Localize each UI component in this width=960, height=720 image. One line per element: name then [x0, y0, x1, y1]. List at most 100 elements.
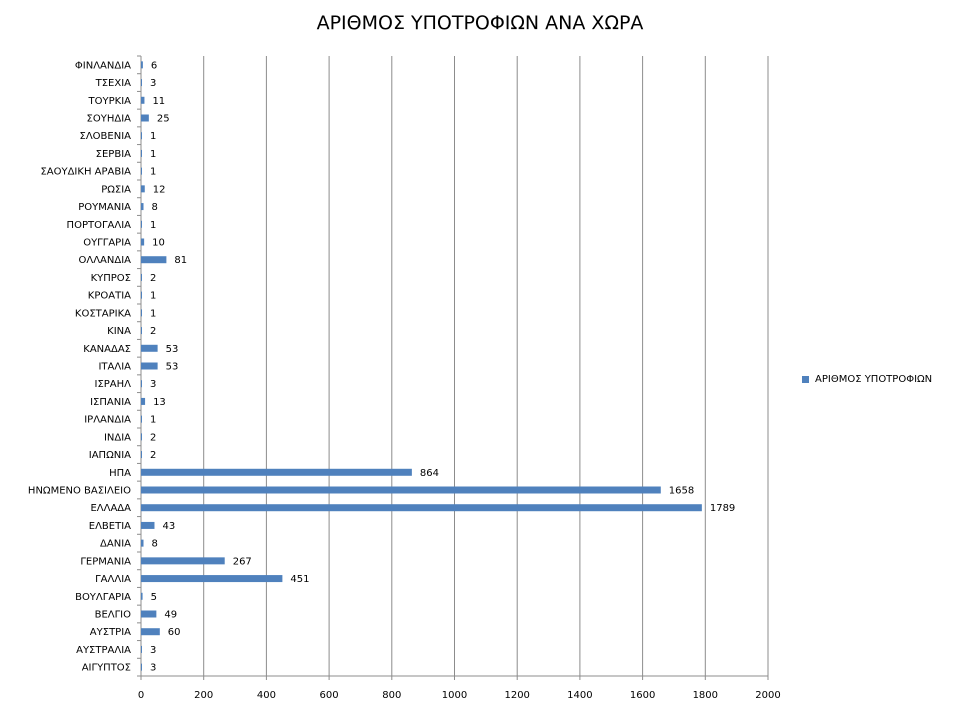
- x-tick-label: 600: [320, 690, 339, 701]
- data-label: 3: [150, 78, 156, 89]
- data-label: 3: [150, 663, 156, 674]
- bar: [141, 504, 702, 512]
- category-label: ΓΑΛΛΙΑ: [95, 574, 131, 585]
- category-label: ΟΛΛΑΝΔΙΑ: [78, 255, 131, 266]
- bar: [141, 628, 160, 636]
- bar: [141, 380, 142, 388]
- category-label: ΠΟΡΤΟΓΑΛΙΑ: [67, 220, 132, 231]
- data-label: 3: [150, 379, 156, 390]
- data-label: 1: [150, 415, 156, 426]
- data-label: 3: [150, 645, 156, 656]
- bar: [141, 468, 412, 476]
- category-label: ΚΥΠΡΟΣ: [91, 273, 131, 284]
- category-label: ΙΣΠΑΝΙΑ: [90, 397, 131, 408]
- data-label: 2: [150, 326, 156, 337]
- category-label: ΙΝΔΙΑ: [104, 432, 131, 443]
- bar: [141, 610, 157, 618]
- data-label: 25: [157, 114, 170, 125]
- bar: [141, 344, 158, 352]
- data-label: 8: [152, 539, 158, 550]
- data-label: 6: [151, 60, 157, 71]
- category-label: ΙΑΠΩΝΙΑ: [89, 450, 131, 461]
- x-tick-label: 1800: [693, 690, 718, 701]
- category-label: ΚΟΣΤΑΡΙΚΑ: [75, 308, 131, 319]
- data-label: 5: [151, 592, 157, 603]
- bar: [141, 362, 158, 370]
- bar: [141, 79, 142, 87]
- x-tick-label: 1200: [504, 690, 529, 701]
- category-label: ΣΟΥΗΔΙΑ: [87, 114, 132, 125]
- bar: [141, 167, 142, 175]
- legend-swatch: [802, 376, 809, 383]
- data-label: 1: [150, 131, 156, 142]
- category-label: ΦΙΝΛΑΝΔΙΑ: [75, 60, 131, 71]
- data-label: 53: [166, 344, 179, 355]
- bar: [141, 256, 167, 264]
- category-label: ΔΑΝΙΑ: [100, 539, 131, 550]
- data-label: 2: [150, 450, 156, 461]
- bar: [141, 592, 143, 600]
- data-label: 1: [150, 167, 156, 178]
- bar: [141, 203, 144, 211]
- x-tick-label: 2000: [755, 690, 780, 701]
- data-label: 1658: [669, 486, 694, 497]
- category-label: ΑΥΣΤΡΙΑ: [90, 627, 131, 638]
- category-label: ΣΑΟΥΔΙΚΗ ΑΡΑΒΙΑ: [40, 167, 131, 178]
- category-label: ΙΡΛΑΝΔΙΑ: [84, 415, 131, 426]
- legend: ΑΡΙΘΜΟΣ ΥΠΟΤΡΟΦΙΩΝ: [802, 374, 932, 385]
- bar: [141, 451, 142, 459]
- data-label: 10: [152, 238, 165, 249]
- bar: [141, 238, 145, 246]
- category-label: ΡΟΥΜΑΝΙΑ: [78, 202, 131, 213]
- x-tick-label: 200: [194, 690, 213, 701]
- gridlines: [203, 56, 769, 676]
- bar: [141, 220, 142, 228]
- bar: [141, 114, 149, 122]
- data-label: 1: [150, 308, 156, 319]
- x-tick-label: 400: [257, 690, 276, 701]
- category-label: ΑΥΣΤΡΑΛΙΑ: [76, 645, 131, 656]
- data-label: 8: [152, 202, 158, 213]
- category-label: ΙΣΡΑΗΛ: [95, 379, 132, 390]
- data-label: 1789: [710, 503, 735, 514]
- data-label: 53: [166, 362, 179, 373]
- x-tick-label: 1400: [567, 690, 592, 701]
- data-label: 81: [174, 255, 187, 266]
- bar: [141, 61, 143, 69]
- category-label: ΣΕΡΒΙΑ: [96, 149, 131, 160]
- category-label: ΚΙΝΑ: [107, 326, 131, 337]
- category-label: ΣΛΟΒΕΝΙΑ: [80, 131, 132, 142]
- category-label: ΓΕΡΜΑΝΙΑ: [80, 556, 131, 567]
- category-label: ΤΣΕΧΙΑ: [95, 78, 132, 89]
- category-label: ΗΠΑ: [109, 468, 131, 479]
- bar: [141, 149, 142, 157]
- x-tick-label: 800: [382, 690, 401, 701]
- x-tick-label: 1600: [630, 690, 655, 701]
- chart-title: ΑΡΙΘΜΟΣ ΥΠΟΤΡΟΦΙΩΝ ΑΝΑ ΧΩΡΑ: [316, 12, 644, 34]
- bar: [141, 433, 142, 441]
- category-label: ΙΤΑΛΙΑ: [98, 362, 131, 373]
- bar: [141, 575, 283, 583]
- bar: [141, 645, 142, 653]
- bar: [141, 96, 145, 104]
- axes: [137, 55, 769, 680]
- data-label: 49: [164, 610, 177, 621]
- bar: [141, 486, 661, 494]
- bar: [141, 273, 142, 281]
- bars: [141, 61, 702, 671]
- data-label: 267: [233, 556, 252, 567]
- bar: [141, 397, 146, 405]
- data-label: 2: [150, 273, 156, 284]
- data-label: 2: [150, 432, 156, 443]
- bar: [141, 327, 142, 335]
- bar: [141, 521, 155, 529]
- data-label: 60: [168, 627, 181, 638]
- bar: [141, 309, 142, 317]
- bar: [141, 557, 225, 565]
- bar: [141, 415, 142, 423]
- data-label: 864: [420, 468, 439, 479]
- data-label: 12: [153, 184, 166, 195]
- category-label: ΕΛΛΑΔΑ: [90, 503, 131, 514]
- bar: [141, 663, 142, 671]
